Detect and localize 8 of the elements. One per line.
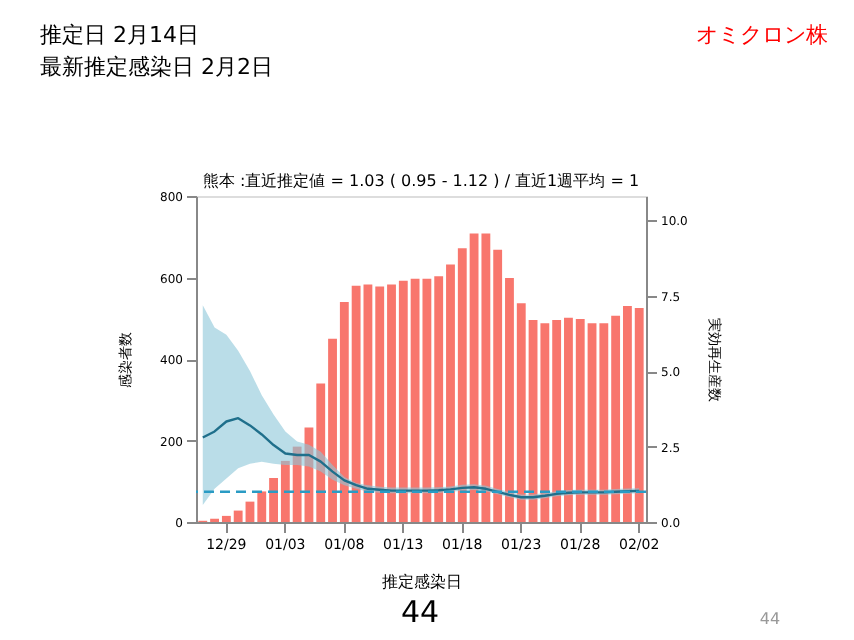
chart-title: 熊本 :直近推定値 = 1.03 ( 0.95 - 1.12 ) / 直近1週平均 = 1 bbox=[202, 172, 640, 190]
text: 44 bbox=[759, 610, 781, 628]
line-series bbox=[201, 416, 641, 499]
text: 最新推定感染日 2月2日 bbox=[40, 54, 273, 80]
text: オミクロン株 bbox=[696, 22, 828, 48]
text: 推定日 2月14日 bbox=[40, 22, 199, 48]
x-axis-title: 推定感染日 bbox=[382, 573, 462, 591]
text: 44 bbox=[400, 594, 440, 630]
